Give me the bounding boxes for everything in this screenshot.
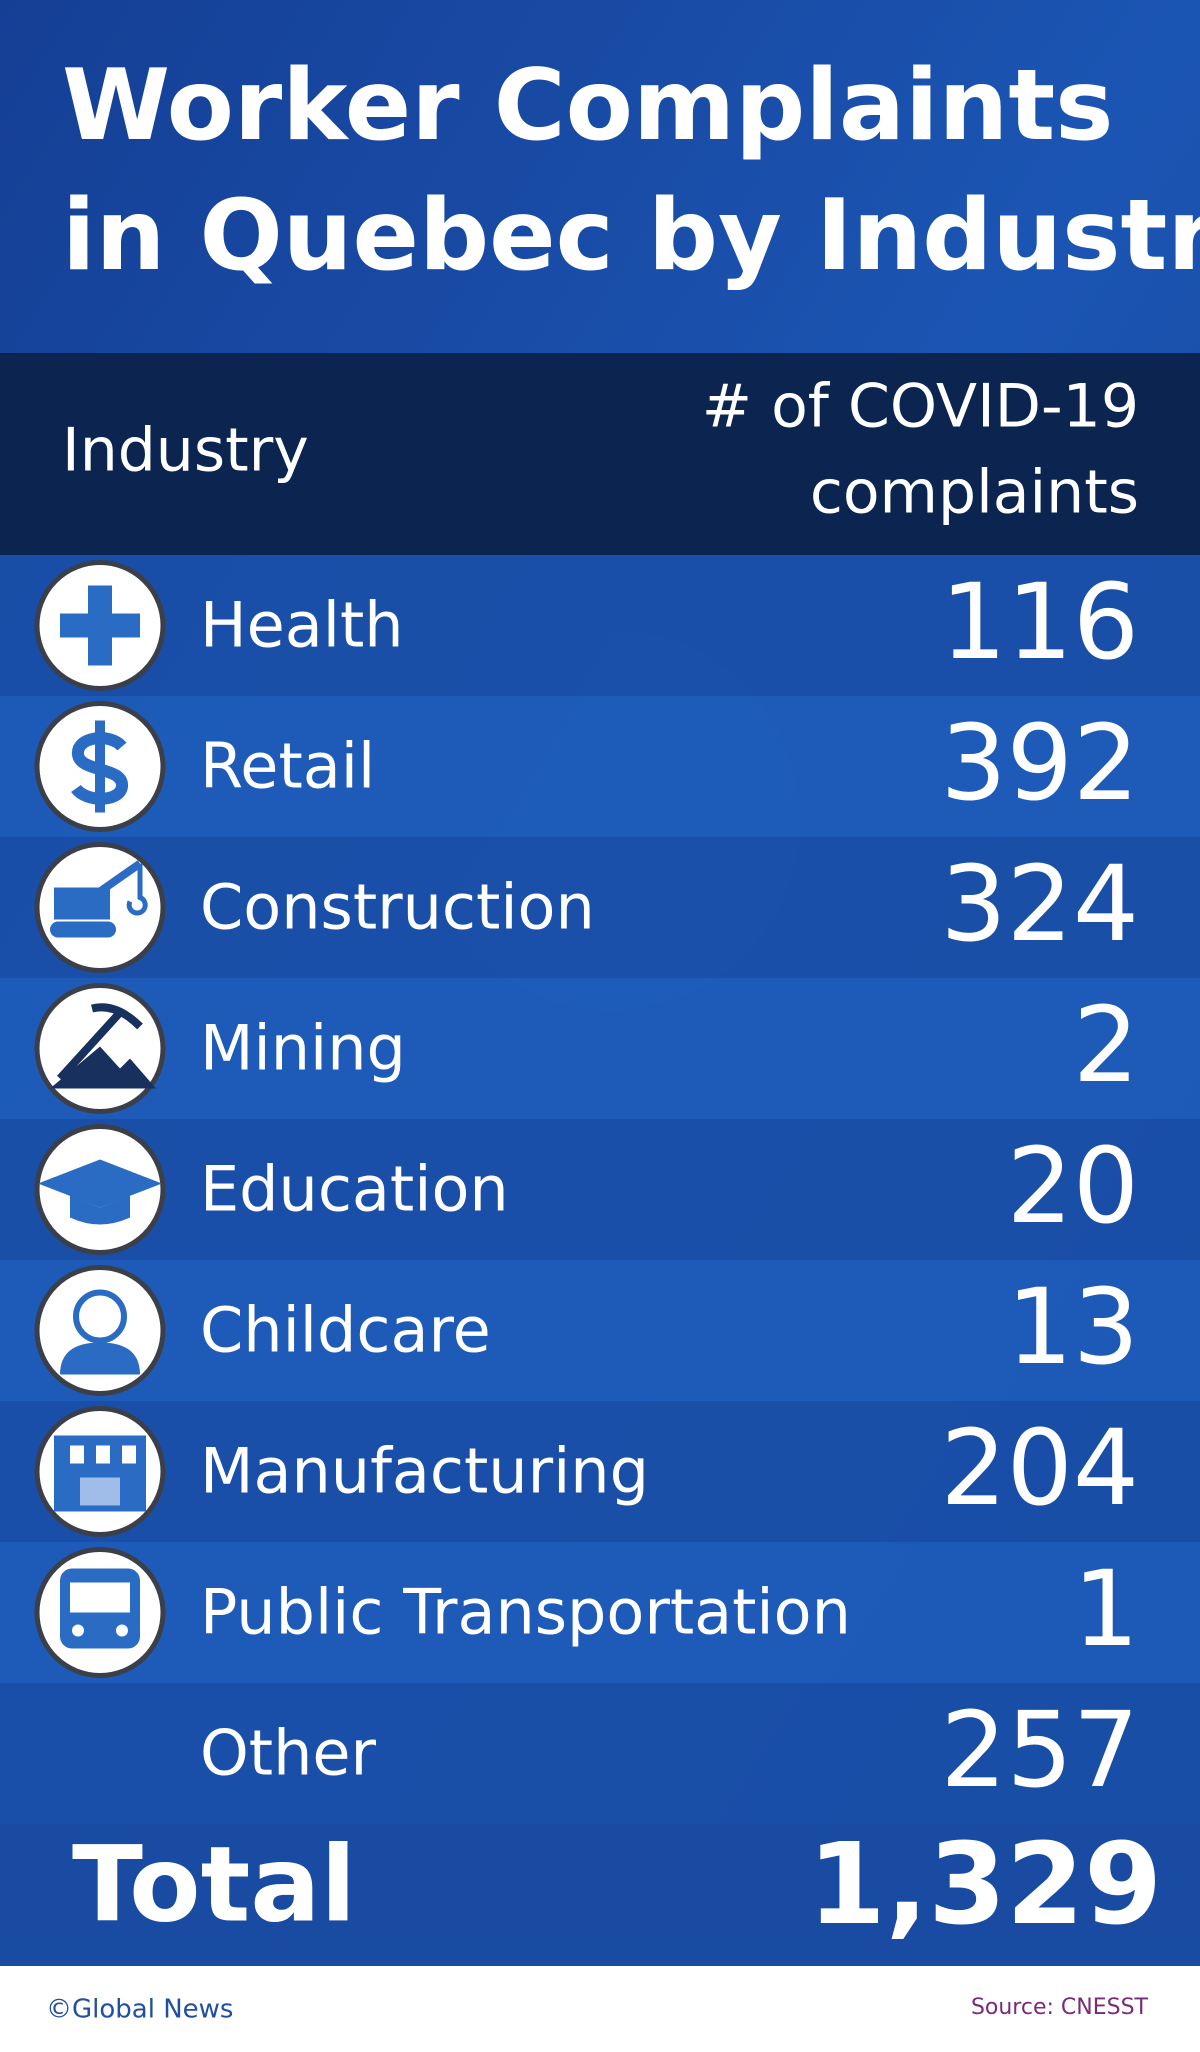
total-row	[0, 1824, 1200, 1966]
industry-icon	[60, 1568, 140, 1649]
title-line: Worker Complaints	[62, 49, 1114, 163]
table-row	[0, 1683, 1200, 1824]
credit: ©Global News	[46, 1995, 233, 2025]
column-header: Industry	[62, 416, 309, 486]
footer	[0, 1966, 1200, 2048]
complaint-count: 257	[940, 1689, 1139, 1811]
complaint-count: 13	[1007, 1266, 1139, 1388]
complaint-count: 204	[940, 1407, 1139, 1529]
industry-icon	[60, 585, 140, 666]
table-row	[0, 696, 1200, 837]
industry-name: Education	[200, 1153, 509, 1226]
icon-shape	[50, 921, 116, 938]
table-header	[0, 353, 1200, 555]
table-row	[0, 1260, 1200, 1401]
icon-shape	[57, 1009, 123, 1082]
complaint-count: 324	[940, 843, 1139, 965]
industry-name: Health	[200, 589, 404, 662]
source: Source: CNESST	[971, 1995, 1149, 2020]
icon-shape	[60, 613, 140, 638]
complaint-count: 1	[1073, 1548, 1139, 1670]
industry-name: Mining	[200, 1012, 406, 1085]
icon-circle	[34, 1265, 166, 1396]
industry-name: Other	[200, 1717, 377, 1790]
complaint-count: 392	[940, 702, 1139, 824]
icon-shape	[95, 720, 105, 813]
icon-shape	[73, 1289, 127, 1344]
icon-shape	[50, 1046, 156, 1089]
table-row	[0, 1119, 1200, 1260]
industry-name: Public Transportation	[200, 1576, 851, 1649]
table-row	[0, 1401, 1200, 1542]
table-row	[0, 555, 1200, 696]
complaint-count: 116	[940, 561, 1139, 683]
icon-shape	[38, 1159, 162, 1208]
icon-shape	[80, 1477, 120, 1506]
industry-icon	[50, 1003, 156, 1089]
title-line: in Quebec by Industry	[62, 179, 1200, 293]
industry-icon	[60, 1289, 140, 1375]
icon-shape	[70, 1582, 130, 1613]
industry-icon	[38, 1159, 162, 1225]
industry-name: Manufacturing	[200, 1435, 649, 1508]
industry-name: Retail	[200, 730, 375, 803]
industry-icon	[71, 720, 128, 813]
total-value: 1,329	[808, 1820, 1162, 1950]
industry-icon	[50, 860, 148, 938]
table-row	[0, 1542, 1200, 1683]
icon-shape	[60, 1342, 140, 1375]
complaint-count: 2	[1073, 984, 1139, 1106]
column-header: # of COVID-19	[702, 372, 1139, 442]
column-header: complaints	[810, 458, 1139, 528]
industry-name: Construction	[200, 871, 595, 944]
icon-shape	[72, 1624, 84, 1637]
icon-shape	[126, 863, 148, 916]
icon-shape	[91, 1003, 143, 1030]
complaint-count: 20	[1007, 1125, 1139, 1247]
icon-shape	[116, 1624, 128, 1637]
table-row	[0, 837, 1200, 978]
total-label: Total	[72, 1823, 356, 1945]
icon-shape	[97, 860, 143, 895]
table-row	[0, 978, 1200, 1119]
icon-shape	[96, 1445, 110, 1464]
icon-shape	[70, 1445, 84, 1464]
icon-shape	[122, 1445, 136, 1464]
industry-name: Childcare	[200, 1294, 491, 1367]
industry-icon	[54, 1435, 146, 1512]
icon-shape	[70, 1195, 130, 1225]
icon-shape	[54, 887, 110, 920]
